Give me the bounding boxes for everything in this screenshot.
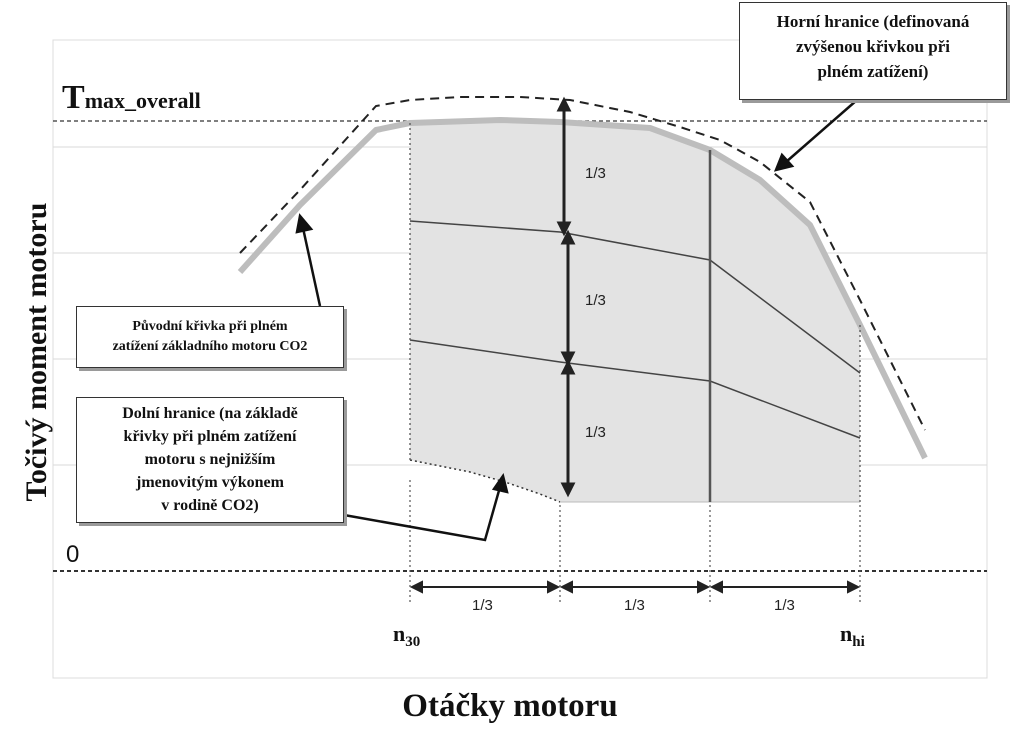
lower-callout-arrowhead <box>491 473 509 494</box>
annotation-line: Původní křivka při plném <box>132 319 288 334</box>
original-full-load-curve <box>237 117 928 460</box>
annotation-line: zatížení základního motoru CO2 <box>112 339 308 354</box>
two-thirds-line <box>409 220 861 374</box>
annotation-line: Horní hranice (definovaná <box>776 12 970 31</box>
annotation-line: motoru s nejnižším <box>144 451 276 468</box>
fraction-label-upper: 1/3 <box>585 165 606 182</box>
original-curve-annotation: Původní křivka při plném zatížení základ… <box>76 306 344 368</box>
annotation-line: v rodině CO2) <box>161 497 259 514</box>
zero-label: 0 <box>66 541 79 568</box>
y-axis-title: Točivý moment motoru <box>20 202 53 502</box>
speed-extension-lines <box>409 480 861 605</box>
upper-callout-line <box>785 99 858 163</box>
fraction-label-middle: 1/3 <box>585 292 606 309</box>
fraction-label-lower: 1/3 <box>585 424 606 441</box>
shaded-region <box>410 120 860 502</box>
n30-label: n30 <box>393 621 420 650</box>
annotation-line: Dolní hranice (na základě <box>122 405 298 422</box>
annotation-line: jmenovitým výkonem <box>136 474 284 491</box>
lower-boundary-curve <box>409 459 561 503</box>
upper-boundary-annotation: Horní hranice (definovaná zvýšenou křivk… <box>739 2 1007 100</box>
nhi-label: nhi <box>840 621 865 650</box>
lower-boundary-annotation: Dolní hranice (na základě křivky při pln… <box>76 397 344 523</box>
annotation-line: zvýšenou křivkou při <box>796 37 950 56</box>
horizontal-thirds-arrows <box>409 580 861 594</box>
lower-callout-line <box>343 486 502 542</box>
vertical-thirds-arrows <box>556 96 576 498</box>
x-axis-title: Otáčky motoru <box>402 688 618 724</box>
speed-fraction-2: 1/3 <box>624 597 645 614</box>
original-callout-arrowhead <box>295 213 314 234</box>
upper-boundary-curve <box>239 96 926 431</box>
annotation-line: plném zatížení) <box>817 62 929 81</box>
speed-fraction-1: 1/3 <box>472 597 493 614</box>
one-third-line <box>409 339 861 439</box>
annotation-line: křivky při plném zatížení <box>123 428 297 445</box>
tmax-label: Tmax_overall <box>62 79 201 116</box>
speed-fraction-3: 1/3 <box>774 597 795 614</box>
callout-arrows <box>295 99 858 542</box>
upper-callout-arrowhead <box>773 152 795 172</box>
original-callout-line <box>301 227 322 307</box>
